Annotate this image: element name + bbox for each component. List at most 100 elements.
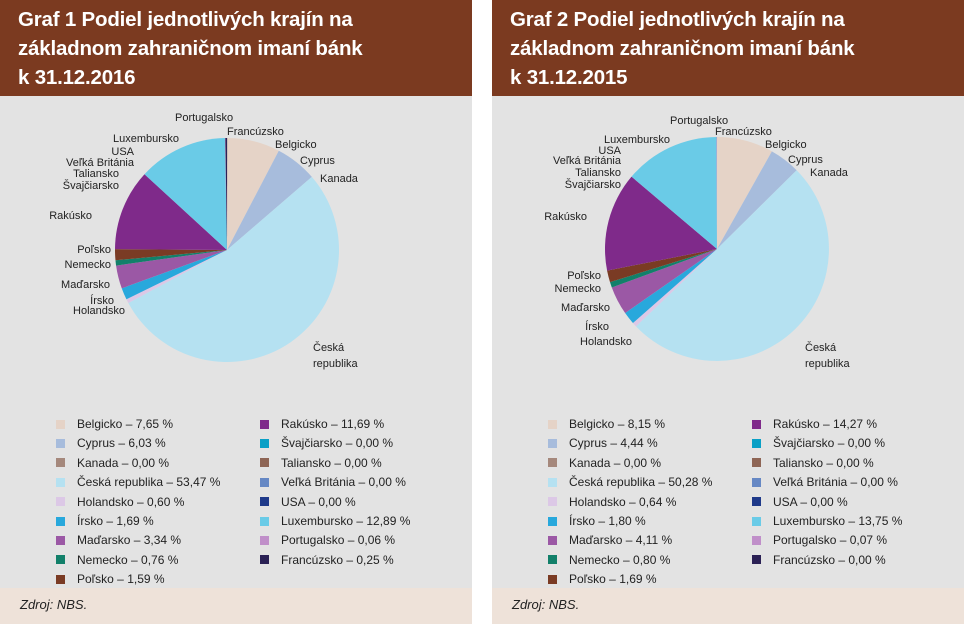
pie-slice-ceska-republika	[128, 176, 340, 363]
pie-label-nemecko: Nemecko	[65, 259, 111, 271]
legend-swatch	[752, 497, 761, 507]
pie-label-luxembursko: Luxembursko	[604, 134, 670, 146]
legend-item-nemecko: Nemecko – 0,76 %	[56, 551, 178, 569]
legend-label: Belgicko – 8,15 %	[569, 417, 666, 431]
legend-item-rakusko: Rakúsko – 14,27 %	[752, 415, 877, 433]
legend-label: Portugalsko – 0,06 %	[281, 533, 396, 548]
legend-item-madarsko: Maďarsko – 3,34 %	[56, 531, 181, 549]
pie-label-irsko: Írsko	[585, 320, 609, 333]
pie-label-cyprus: Cyprus	[788, 154, 823, 166]
pie-chart-1: Portugalsko Francúzsko Luxembursko Belgicko…	[49, 112, 359, 370]
legend-item-kanada: Kanada – 0,00 %	[56, 454, 169, 472]
legend-label: Luxembursko – 12,89 %	[281, 514, 411, 528]
pie-label-nemecko: Nemecko	[555, 283, 601, 295]
pie-label-svajciarsko: Švajčiarsko	[565, 178, 621, 191]
pie-label-polsko: Poľsko	[77, 244, 111, 256]
legend-swatch	[260, 497, 269, 507]
legend-swatch	[752, 516, 761, 526]
legend-item-luxembursko: Luxembursko – 12,89 %	[260, 512, 410, 530]
legend-label: Luxembursko – 13,75 %	[773, 514, 903, 528]
pie-label-republika: republika	[313, 358, 359, 370]
legend-item-svajciarsko: Švajčiarsko – 0,00 %	[260, 434, 393, 452]
pie-slice-luxembursko	[144, 138, 227, 250]
pie-label-svajciarsko: Švajčiarsko	[63, 179, 119, 192]
legend-swatch	[752, 535, 761, 545]
pie-slice-portugalsko	[224, 138, 227, 250]
legend-item-holandsko: Holandsko – 0,60 %	[56, 493, 184, 511]
legend-item-ceska-republika: Česká republika – 50,28 %	[548, 473, 712, 491]
legend-label: Poľsko – 1,59 %	[77, 572, 165, 587]
legend-item-portugalsko: Portugalsko – 0,07 %	[752, 531, 887, 549]
pie-label-kanada: Kanada	[810, 167, 849, 179]
chart-panel-1: Graf 1 Podiel jednotlivých krajín na zák…	[0, 0, 472, 624]
legend-label: Taliansko – 0,00 %	[281, 455, 382, 470]
legend-swatch	[752, 555, 761, 565]
pie-slice-cyprus	[717, 151, 797, 249]
legend-item-francuzsko: Francúzsko – 0,25 %	[260, 551, 394, 569]
source-note-1: Zdroj: NBS.	[0, 588, 472, 624]
pie-slice-rakusko	[115, 174, 227, 250]
pie-label-holandsko: Holandsko	[73, 305, 125, 317]
chart-title-1: Graf 1 Podiel jednotlivých krajín na zák…	[0, 0, 472, 96]
legend-swatch	[752, 419, 761, 429]
pie-label-portugalsko: Portugalsko	[670, 115, 728, 127]
pie-label-velka-britania: Veľká Británia	[553, 155, 622, 167]
legend-label: Rakúsko – 14,27 %	[773, 417, 878, 431]
legend-item-velka-britania: Veľká Británia – 0,00 %	[752, 473, 898, 491]
legend-label: Cyprus – 6,03 %	[77, 436, 166, 451]
pie-slice-nemecko	[115, 250, 227, 266]
legend-label: USA – 0,00 %	[281, 494, 356, 509]
pie-slice-luxembursko	[631, 137, 717, 249]
pie-label-polsko: Poľsko	[567, 270, 601, 282]
pie-label-taliansko: Taliansko	[73, 168, 119, 180]
legend-label: Holandsko – 0,60 %	[77, 494, 185, 509]
legend-label: Česká republika – 53,47 %	[77, 475, 221, 490]
legend-label: Belgicko – 7,65 %	[77, 417, 174, 431]
legend-swatch	[260, 535, 269, 545]
legend-label: Francúzsko – 0,00 %	[773, 552, 886, 567]
pie-label-usa: USA	[598, 145, 621, 157]
legend-item-portugalsko: Portugalsko – 0,06 %	[260, 531, 395, 549]
legend-item-usa: USA – 0,00 %	[752, 493, 848, 511]
legend-label: Švajčiarsko – 0,00 %	[773, 436, 886, 451]
legend-swatch	[56, 477, 65, 487]
pie-slice-irsko	[121, 250, 227, 300]
legend-item-cyprus: Cyprus – 4,44 %	[548, 434, 658, 452]
chart-title-line: Graf 2 Podiel jednotlivých krajín na	[510, 8, 845, 31]
legend-swatch	[56, 555, 65, 565]
legend-label: Holandsko – 0,64 %	[569, 494, 677, 509]
pie-label-belgicko: Belgicko	[765, 139, 807, 151]
legend-swatch	[56, 516, 65, 526]
legend-label: Nemecko – 0,76 %	[77, 552, 179, 567]
legend-swatch	[260, 477, 269, 487]
legend-item-belgicko: Belgicko – 8,15 %	[548, 415, 665, 433]
legend-swatch	[548, 516, 557, 526]
legend-label: Cyprus – 4,44 %	[569, 436, 658, 451]
pie-label-ceska: Česká	[805, 341, 837, 354]
chart-title-line: k 31.12.2016	[18, 66, 136, 89]
pie-slice-rakusko	[604, 176, 717, 271]
pie-slice-cyprus	[227, 150, 312, 250]
pie-label-kanada: Kanada	[320, 173, 359, 185]
legend-swatch	[56, 438, 65, 448]
legend-item-ceska-republika: Česká republika – 53,47 %	[56, 473, 220, 491]
pie-label-madarsko: Maďarsko	[61, 279, 110, 291]
legend-label: Švajčiarsko – 0,00 %	[281, 436, 394, 451]
legend-swatch	[752, 458, 761, 468]
pie-slice-francuzsko	[225, 137, 228, 250]
legend-swatch	[752, 477, 761, 487]
legend-label: Kanada – 0,00 %	[77, 455, 170, 470]
legend-label: Maďarsko – 3,34 %	[77, 533, 182, 548]
chart-title-line: Graf 1 Podiel jednotlivých krajín na	[18, 8, 353, 31]
pie-label-usa: USA	[111, 146, 134, 158]
chart-title-line: základnom zahraničnom imaní bánk	[18, 37, 363, 60]
legend-swatch	[56, 497, 65, 507]
legend-item-luxembursko: Luxembursko – 13,75 %	[752, 512, 902, 530]
pie-label-luxembursko: Luxembursko	[113, 133, 179, 145]
legend-swatch	[548, 497, 557, 507]
source-note-2: Zdroj: NBS.	[492, 588, 964, 624]
legend-swatch	[260, 419, 269, 429]
pie-label-francuzsko: Francúzsko	[227, 126, 284, 138]
legend-swatch	[752, 438, 761, 448]
